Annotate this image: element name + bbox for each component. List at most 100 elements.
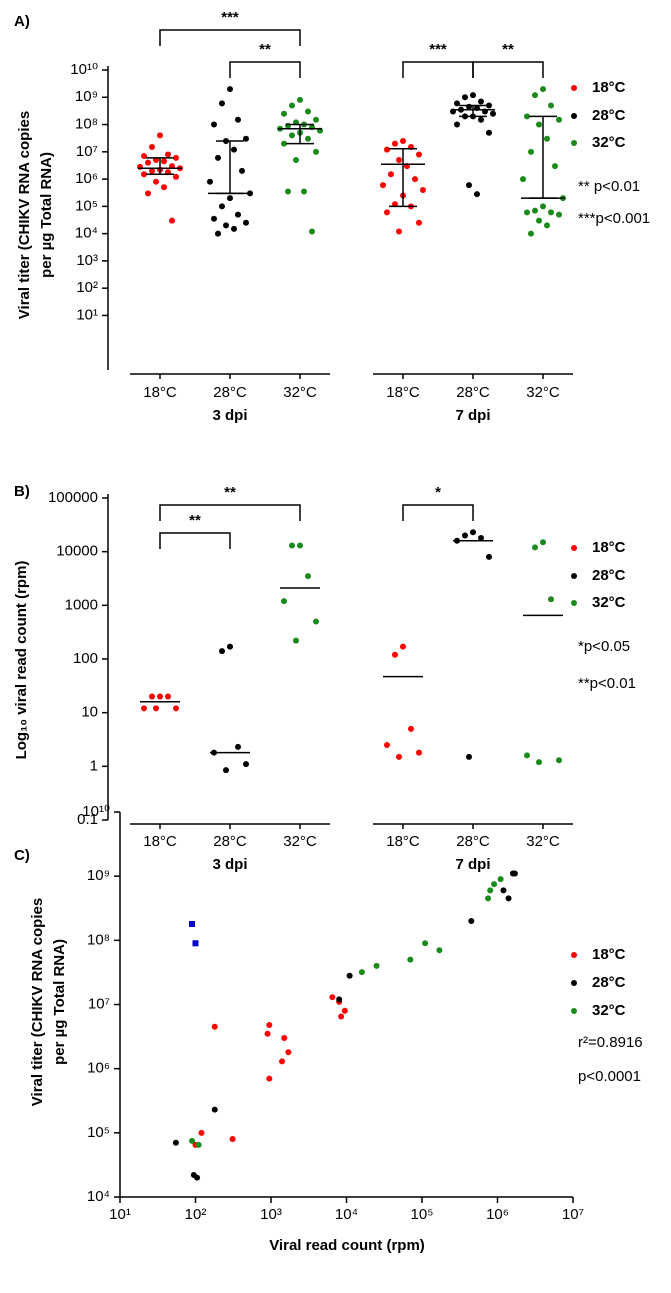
x-tick-label: 32°C	[283, 384, 317, 401]
data-point	[211, 215, 217, 222]
data-point	[285, 1049, 292, 1056]
data-point	[548, 596, 554, 603]
x-tick-label: 10⁴	[335, 1206, 358, 1223]
data-point	[540, 203, 546, 210]
data-point	[466, 182, 472, 189]
data-point	[157, 132, 163, 139]
data-point	[137, 163, 143, 170]
group-label: 3 dpi	[212, 407, 247, 424]
data-point	[384, 146, 390, 153]
data-point	[313, 116, 319, 123]
y-tick-label: 10	[81, 704, 98, 721]
significance-label: **	[259, 41, 271, 58]
x-tick-label: 28°C	[213, 384, 247, 401]
y-axis-label: Viral titer (CHIKV RNA copies	[29, 898, 46, 1106]
data-point	[161, 184, 167, 191]
data-point	[466, 753, 472, 760]
data-point	[552, 163, 558, 170]
data-point	[149, 144, 155, 151]
legend-marker	[571, 85, 577, 91]
y-tick-label: 10⁷	[76, 143, 98, 160]
data-point	[474, 191, 480, 198]
data-point	[532, 92, 538, 99]
group-label: 3 dpi	[212, 856, 247, 873]
data-point	[416, 749, 422, 756]
data-point	[505, 895, 512, 902]
significance-label: ***	[221, 9, 239, 26]
data-point	[165, 693, 171, 700]
y-tick-label: 10¹⁰	[70, 61, 98, 78]
legend-label: 28°C	[592, 974, 626, 991]
significance-bracket	[402, 61, 474, 78]
data-point	[436, 947, 443, 954]
data-point	[422, 940, 429, 947]
data-point	[408, 725, 414, 732]
data-point	[305, 108, 311, 115]
data-point	[235, 743, 241, 750]
x-tick-label: 28°C	[456, 833, 490, 850]
data-point	[195, 1141, 202, 1148]
data-point	[536, 759, 542, 766]
data-point	[540, 86, 546, 93]
data-point	[400, 643, 406, 650]
data-point	[478, 116, 484, 123]
data-point	[407, 956, 414, 963]
data-point	[141, 171, 147, 178]
y-tick-label: 10⁶	[75, 170, 98, 187]
y-tick-label: 100	[73, 650, 98, 667]
y-axis-label: per µg Total RNA)	[51, 939, 68, 1065]
x-tick-label: 18°C	[386, 384, 420, 401]
legend-marker	[571, 980, 577, 986]
data-point	[153, 705, 159, 712]
data-point	[392, 651, 398, 658]
data-point	[536, 217, 542, 224]
data-point	[173, 173, 179, 180]
data-point	[540, 539, 546, 546]
y-tick-label: 10³	[76, 252, 98, 269]
data-point	[207, 178, 213, 185]
note: ***p<0.001	[578, 210, 650, 227]
data-point	[173, 154, 179, 161]
data-point	[490, 110, 496, 117]
data-point	[454, 100, 460, 107]
data-point	[264, 1030, 271, 1037]
data-point	[396, 753, 402, 760]
data-point	[392, 140, 398, 147]
significance-bracket	[159, 532, 231, 549]
data-point	[384, 209, 390, 216]
legend-label: 18°C	[592, 539, 626, 556]
data-point	[243, 219, 249, 226]
data-point	[231, 146, 237, 153]
x-tick-label: 10³	[260, 1206, 282, 1223]
significance-label: **	[502, 41, 514, 58]
data-point	[289, 542, 295, 549]
x-tick-label: 10⁶	[486, 1206, 509, 1223]
data-point	[491, 881, 498, 888]
data-point	[396, 228, 402, 235]
data-point	[486, 102, 492, 109]
data-point	[281, 598, 287, 605]
data-point	[215, 154, 221, 161]
legend-label: 32°C	[592, 134, 626, 151]
data-point	[524, 113, 530, 120]
data-point	[285, 122, 291, 129]
x-tick-label: 10²	[185, 1206, 207, 1223]
significance-label: **	[189, 512, 201, 529]
data-point	[462, 94, 468, 101]
data-point	[486, 553, 492, 560]
data-point	[198, 1129, 205, 1136]
data-point	[420, 186, 426, 193]
data-point	[227, 643, 233, 650]
data-point	[211, 1023, 218, 1030]
data-point	[412, 176, 418, 183]
legend-marker	[571, 113, 577, 119]
data-point	[500, 887, 507, 894]
data-point	[416, 151, 422, 158]
panel-label: A)	[14, 13, 30, 30]
data-point	[470, 92, 476, 99]
data-point	[511, 870, 518, 877]
legend-marker	[571, 1008, 577, 1014]
data-point	[301, 188, 307, 195]
data-point	[219, 100, 225, 107]
